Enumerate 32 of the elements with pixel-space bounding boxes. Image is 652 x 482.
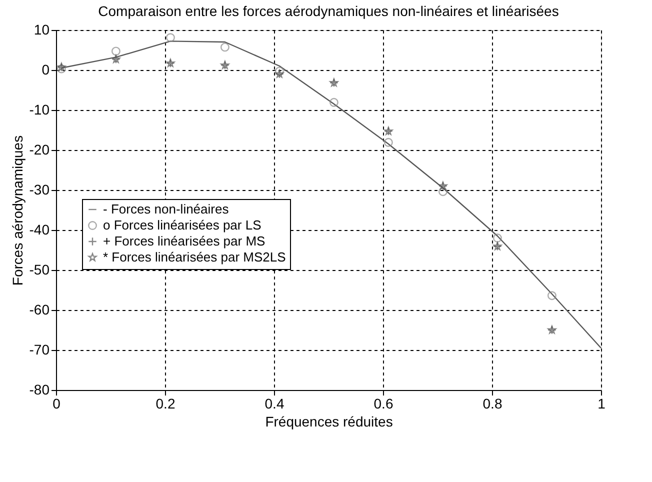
y-tick-label: 10 xyxy=(34,22,50,38)
x-tick-label: 0 xyxy=(52,396,61,412)
y-tick-label: -50 xyxy=(29,262,50,278)
y-tick-label: -60 xyxy=(29,302,50,318)
legend-label: + Forces linéarisées par MS xyxy=(103,234,266,248)
point xyxy=(492,234,502,242)
x-tick-label: 0.6 xyxy=(374,396,394,412)
y-tick-label: -30 xyxy=(29,182,50,198)
y-axis-title: Forces aérodynamiques xyxy=(9,135,26,286)
x-tick-label: 0.8 xyxy=(482,396,502,412)
point xyxy=(166,33,175,42)
y-tick-label: -40 xyxy=(29,222,50,238)
legend-label: - Forces non-linéaires xyxy=(103,202,230,216)
point xyxy=(547,291,556,300)
y-tick-label: -20 xyxy=(29,142,50,158)
legend-label: o Forces linéarisées par LS xyxy=(103,218,262,232)
y-tick-label: -80 xyxy=(29,382,50,398)
x-tick-label: 0.4 xyxy=(264,396,284,412)
x-tick-label: 1 xyxy=(598,396,606,412)
point xyxy=(274,66,284,76)
point xyxy=(384,138,393,147)
y-tick-label: 0 xyxy=(42,62,50,78)
y-tick-label: -70 xyxy=(29,342,50,358)
chart-title: Comparaison entre les forces aérodynamiques non-linéaires et linéarisées xyxy=(98,3,559,19)
x-axis-title: Fréquences réduites xyxy=(265,414,393,430)
point xyxy=(220,42,230,52)
point xyxy=(438,187,448,196)
x-tick-label: 0.2 xyxy=(156,396,176,412)
legend-label: * Forces linéarisées par MS2LS xyxy=(103,250,286,264)
point xyxy=(111,46,120,56)
point xyxy=(329,98,338,107)
y-tick-label: -10 xyxy=(29,102,50,118)
